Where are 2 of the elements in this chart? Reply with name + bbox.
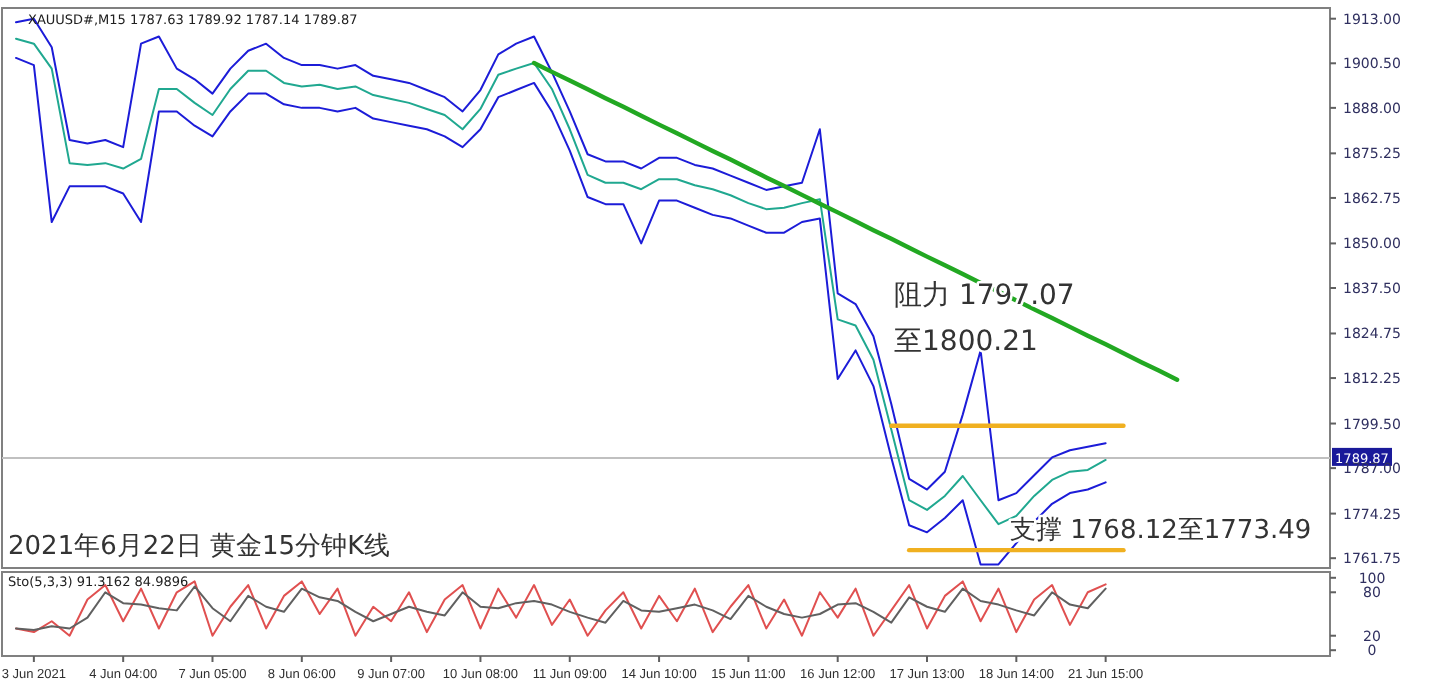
annotation: 2021年6月22日 黄金15分钟K线 (8, 532, 391, 562)
line-series (531, 60, 1180, 382)
